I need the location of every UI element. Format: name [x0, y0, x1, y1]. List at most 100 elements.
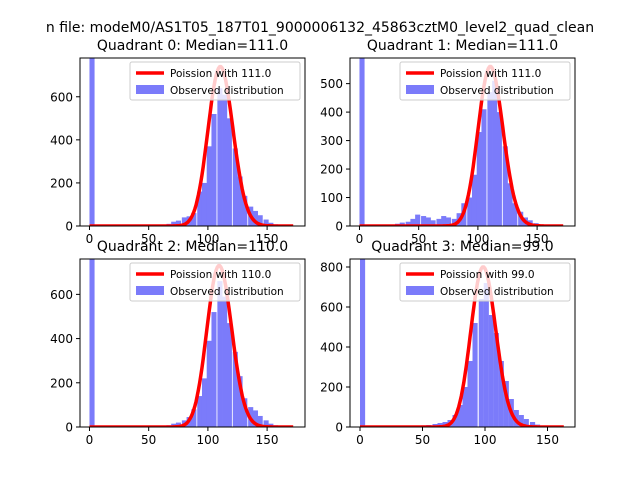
histogram-bar: [242, 195, 248, 226]
histogram-bar: [478, 299, 484, 427]
x-tick-label: 50: [415, 433, 430, 447]
legend-label: Observed distribution: [440, 286, 554, 298]
y-tick-label: 300: [320, 134, 343, 148]
histogram-bar: [503, 381, 509, 427]
histogram-bar: [441, 216, 447, 226]
histogram-bar: [206, 146, 212, 226]
histogram-bar: [232, 148, 238, 226]
legend-box: [129, 61, 301, 101]
legend-box: [399, 61, 571, 101]
histogram-bar: [252, 410, 258, 427]
legend: Poission with 110.0 Observed distribution: [129, 262, 301, 302]
histogram-bar: [476, 132, 482, 226]
y-tick-label: 0: [335, 421, 343, 435]
legend: Poission with 99.0 Observed distribution: [399, 262, 571, 302]
histogram-bar: [181, 217, 187, 226]
plot-area: [88, 259, 294, 427]
x-tick-label: 50: [411, 232, 426, 246]
histogram-bar: [191, 409, 197, 427]
histogram-bar: [191, 213, 197, 226]
axes-frame: [349, 258, 576, 428]
histogram-bar: [512, 203, 518, 226]
x-tick-label: 50: [141, 433, 156, 447]
y-tick-label: 400: [320, 341, 343, 355]
histogram-bar: [217, 88, 223, 226]
histogram-bar: [257, 415, 263, 427]
x-tick-label: 0: [356, 232, 364, 246]
histogram-bar: [201, 378, 208, 427]
x-tick-label: 150: [526, 232, 549, 246]
histogram-bar: [197, 191, 203, 226]
histogram-bar: [488, 315, 494, 427]
x-tick-label: 50: [141, 232, 156, 246]
x-tick-label: 100: [196, 433, 219, 447]
y-tick-label: 400: [50, 332, 73, 346]
histogram-bar: [359, 58, 365, 226]
y-tick-label: 600: [50, 288, 73, 302]
histogram-bar: [232, 351, 238, 427]
y-tick-label: 800: [320, 261, 343, 275]
poisson-curve: [88, 263, 294, 427]
legend-box: [129, 262, 301, 302]
y-tick-label: 500: [320, 77, 343, 91]
histogram-bar: [467, 197, 473, 226]
subplot-title: Quadrant 3: Median=99.0: [371, 239, 553, 255]
histogram-bar: [252, 210, 258, 226]
histogram-bar: [222, 94, 228, 226]
histogram-bar: [496, 112, 502, 226]
legend-label: Poission with 111.0: [170, 68, 271, 80]
subplot-title: Quadrant 1: Median=111.0: [367, 38, 558, 54]
histogram-bar: [175, 220, 182, 226]
histogram-bar: [415, 214, 421, 226]
histogram-bar: [471, 174, 478, 226]
histogram-bar: [237, 376, 243, 427]
histogram-bar: [217, 281, 223, 427]
histogram-bar: [211, 114, 217, 226]
histogram-bar: [226, 323, 232, 427]
y-tick-label: 200: [50, 376, 73, 390]
legend-label: Observed distribution: [170, 286, 284, 298]
histogram-bar: [226, 118, 232, 226]
subplot-title: Quadrant 2: Median=110.0: [97, 239, 288, 255]
histogram-bar: [481, 109, 487, 226]
poisson-curve: [358, 64, 564, 226]
y-tick-label: 600: [320, 301, 343, 315]
histogram-bar: [437, 423, 443, 427]
y-tick-label: 600: [50, 90, 73, 104]
plot-area: [358, 58, 564, 226]
histogram-bar: [405, 221, 411, 226]
subplot-quadrant-0: 0 50 100 150 0 200 400 600 Poission with 111.0 Ob…: [50, 38, 306, 246]
histogram-bar: [222, 296, 228, 427]
histogram-bar: [263, 420, 269, 427]
x-tick-label: 0: [356, 433, 364, 447]
histogram-bar: [462, 387, 468, 427]
histogram-bar: [452, 415, 458, 427]
y-tick-label: 200: [50, 176, 73, 190]
histogram-bar: [89, 58, 95, 226]
x-tick-label: 100: [466, 232, 489, 246]
histogram-bar: [242, 398, 248, 427]
histogram-bar: [523, 419, 529, 427]
histogram-bar: [171, 221, 177, 226]
subplot-quadrant-1: 0 50 100 150 0 100 200 300 400 500 Poission with 1…: [320, 38, 576, 246]
histogram-bar: [502, 146, 508, 226]
histogram-bar: [518, 415, 524, 427]
axes-frame: [79, 57, 306, 227]
x-tick-label: 100: [474, 433, 497, 447]
histogram-bar: [360, 259, 366, 427]
legend: Poission with 111.0 Observed distribution: [129, 61, 301, 101]
histogram-bar: [487, 92, 493, 226]
legend-label: Poission with 110.0: [170, 269, 271, 281]
x-tick-label: 150: [536, 433, 559, 447]
figure-suptitle: n file: modeM0/AS1T05_187T01_9000006132_…: [46, 20, 594, 36]
histogram-bar: [211, 312, 217, 427]
x-tick-label: 0: [86, 232, 94, 246]
legend-label: Poission with 111.0: [440, 68, 541, 80]
histogram-bar: [430, 220, 436, 226]
legend-patch-swatch: [406, 85, 434, 94]
histogram-bar: [483, 283, 489, 427]
y-tick-label: 0: [65, 220, 73, 234]
legend-patch-swatch: [406, 286, 434, 295]
histogram-bar: [201, 182, 208, 226]
